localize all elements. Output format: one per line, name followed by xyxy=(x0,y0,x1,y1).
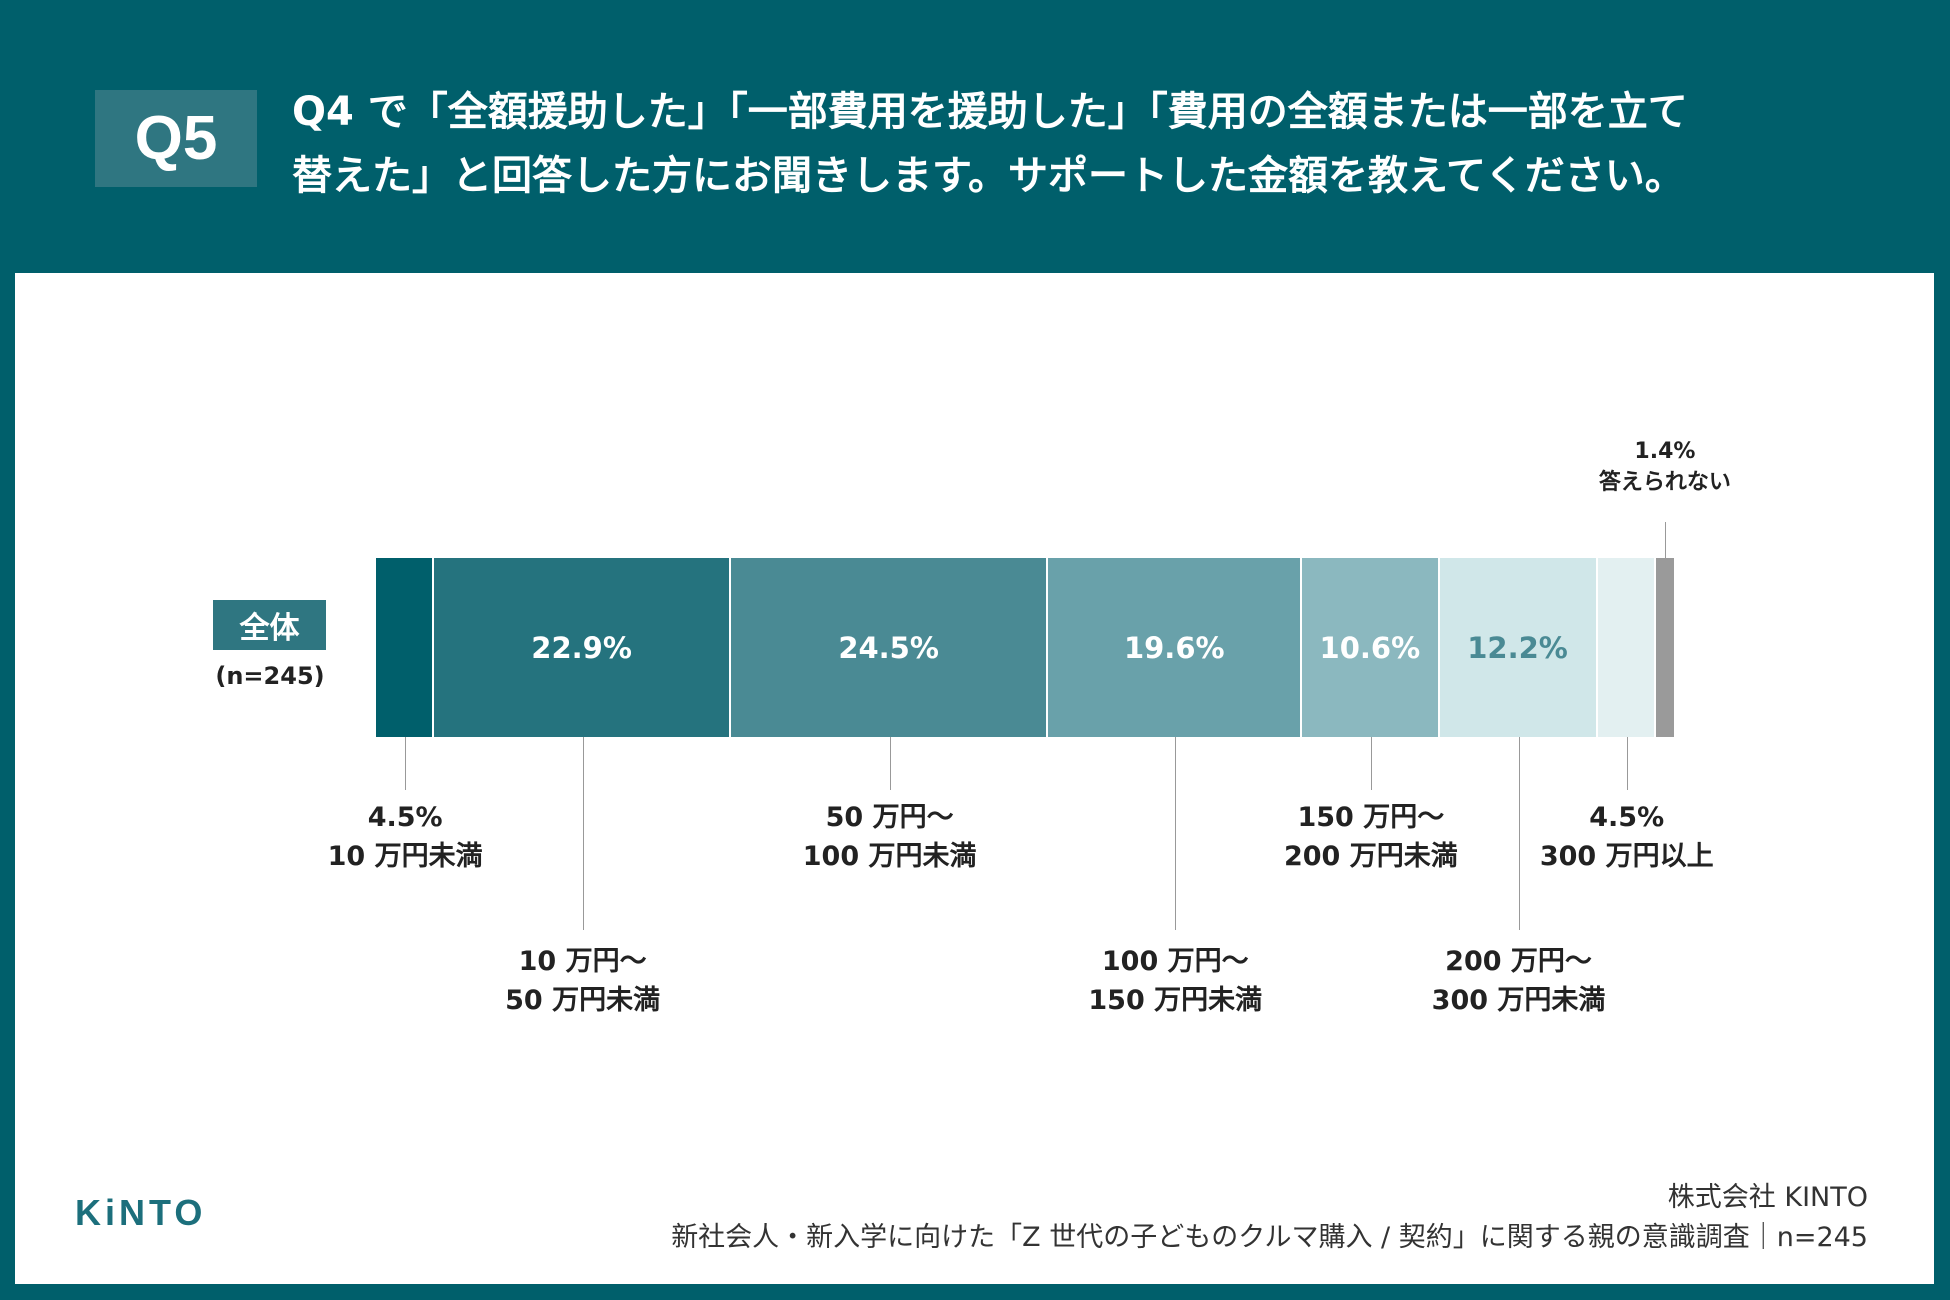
bar-segment: 24.5% xyxy=(730,558,1049,737)
leader-line xyxy=(1664,522,1666,558)
category-label: 4.5% 10 万円未満 xyxy=(328,798,483,876)
segment-value-label: 12.2% xyxy=(1467,630,1568,665)
bar-segment: 10.6% xyxy=(1302,558,1440,737)
bar-segment: 12.2% xyxy=(1439,558,1598,737)
question-title: Q4 で「全額援助した」「一部費用を援助した」「費用の全額または一部を立て 替え… xyxy=(292,80,1892,208)
kinto-logo: KiNTO xyxy=(75,1192,207,1233)
leader-line xyxy=(405,737,407,790)
category-label: 200 万円〜 300 万円未満 xyxy=(1432,942,1606,1020)
survey-source: 新社会人・新入学に向けた「Z 世代の子どものクルマ購入 / 契約」に関する親の意… xyxy=(671,1222,1868,1253)
bar-segment xyxy=(1655,558,1674,737)
segment-value-label: 10.6% xyxy=(1319,630,1421,665)
bar-segment: 22.9% xyxy=(434,558,731,737)
bar-segment xyxy=(1597,558,1656,737)
category-label: 4.5% 300 万円以上 xyxy=(1540,798,1714,876)
category-label-line: 1.4% xyxy=(1634,439,1696,464)
title-line-2: 替えた」と回答した方にお聞きします。サポートした金額を教えてください。 xyxy=(292,153,1685,199)
category-label-line: 4.5% xyxy=(1589,802,1665,833)
category-label: 100 万円〜 150 万円未満 xyxy=(1088,942,1262,1020)
leader-line xyxy=(889,737,891,790)
leader-line xyxy=(1626,737,1628,790)
category-label-line: 50 万円未満 xyxy=(505,985,661,1016)
category-label-line: 100 万円〜 xyxy=(1101,946,1249,977)
leader-line xyxy=(582,737,584,930)
segment-value-label: 22.9% xyxy=(531,630,632,665)
category-label-line: 300 万円以上 xyxy=(1539,841,1714,872)
bar-segment xyxy=(376,558,435,737)
category-label-line: 200 万円〜 xyxy=(1445,946,1592,977)
group-label: 全体 xyxy=(213,600,326,650)
category-label-line: 50 万円〜 xyxy=(825,802,954,833)
question-number-badge: Q5 xyxy=(95,90,257,187)
category-label: 50 万円〜 100 万円未満 xyxy=(803,798,977,876)
category-label: 1.4% 答えられない xyxy=(1599,436,1731,498)
category-label-line: 答えられない xyxy=(1598,470,1731,495)
leader-line xyxy=(1370,737,1372,790)
category-label-line: 100 万円未満 xyxy=(802,841,977,872)
company-name: 株式会社 KINTO xyxy=(1667,1182,1868,1213)
segment-value-label: 24.5% xyxy=(838,630,939,665)
category-label-line: 10 万円未満 xyxy=(327,841,483,872)
category-label-line: 200 万円未満 xyxy=(1283,841,1458,872)
category-label-line: 10 万円〜 xyxy=(518,946,647,977)
segment-value-label: 19.6% xyxy=(1123,630,1225,665)
category-label-line: 4.5% xyxy=(367,802,443,833)
title-line-1: Q4 で「全額援助した」「一部費用を援助した」「費用の全額または一部を立て xyxy=(292,89,1688,135)
chart-panel xyxy=(15,273,1934,1284)
group-sample-size: (n=245) xyxy=(215,662,325,690)
category-label: 150 万円〜 200 万円未満 xyxy=(1284,798,1458,876)
leader-line xyxy=(1518,737,1520,930)
category-label-line: 300 万円未満 xyxy=(1431,985,1606,1016)
category-label: 10 万円〜 50 万円未満 xyxy=(505,942,660,1020)
leader-line xyxy=(1175,737,1177,930)
bar-segment: 19.6% xyxy=(1048,558,1303,737)
category-label-line: 150 万円未満 xyxy=(1088,985,1263,1016)
category-label-line: 150 万円〜 xyxy=(1297,802,1445,833)
footnote: 株式会社 KINTO 新社会人・新入学に向けた「Z 世代の子どものクルマ購入 /… xyxy=(671,1178,1868,1258)
